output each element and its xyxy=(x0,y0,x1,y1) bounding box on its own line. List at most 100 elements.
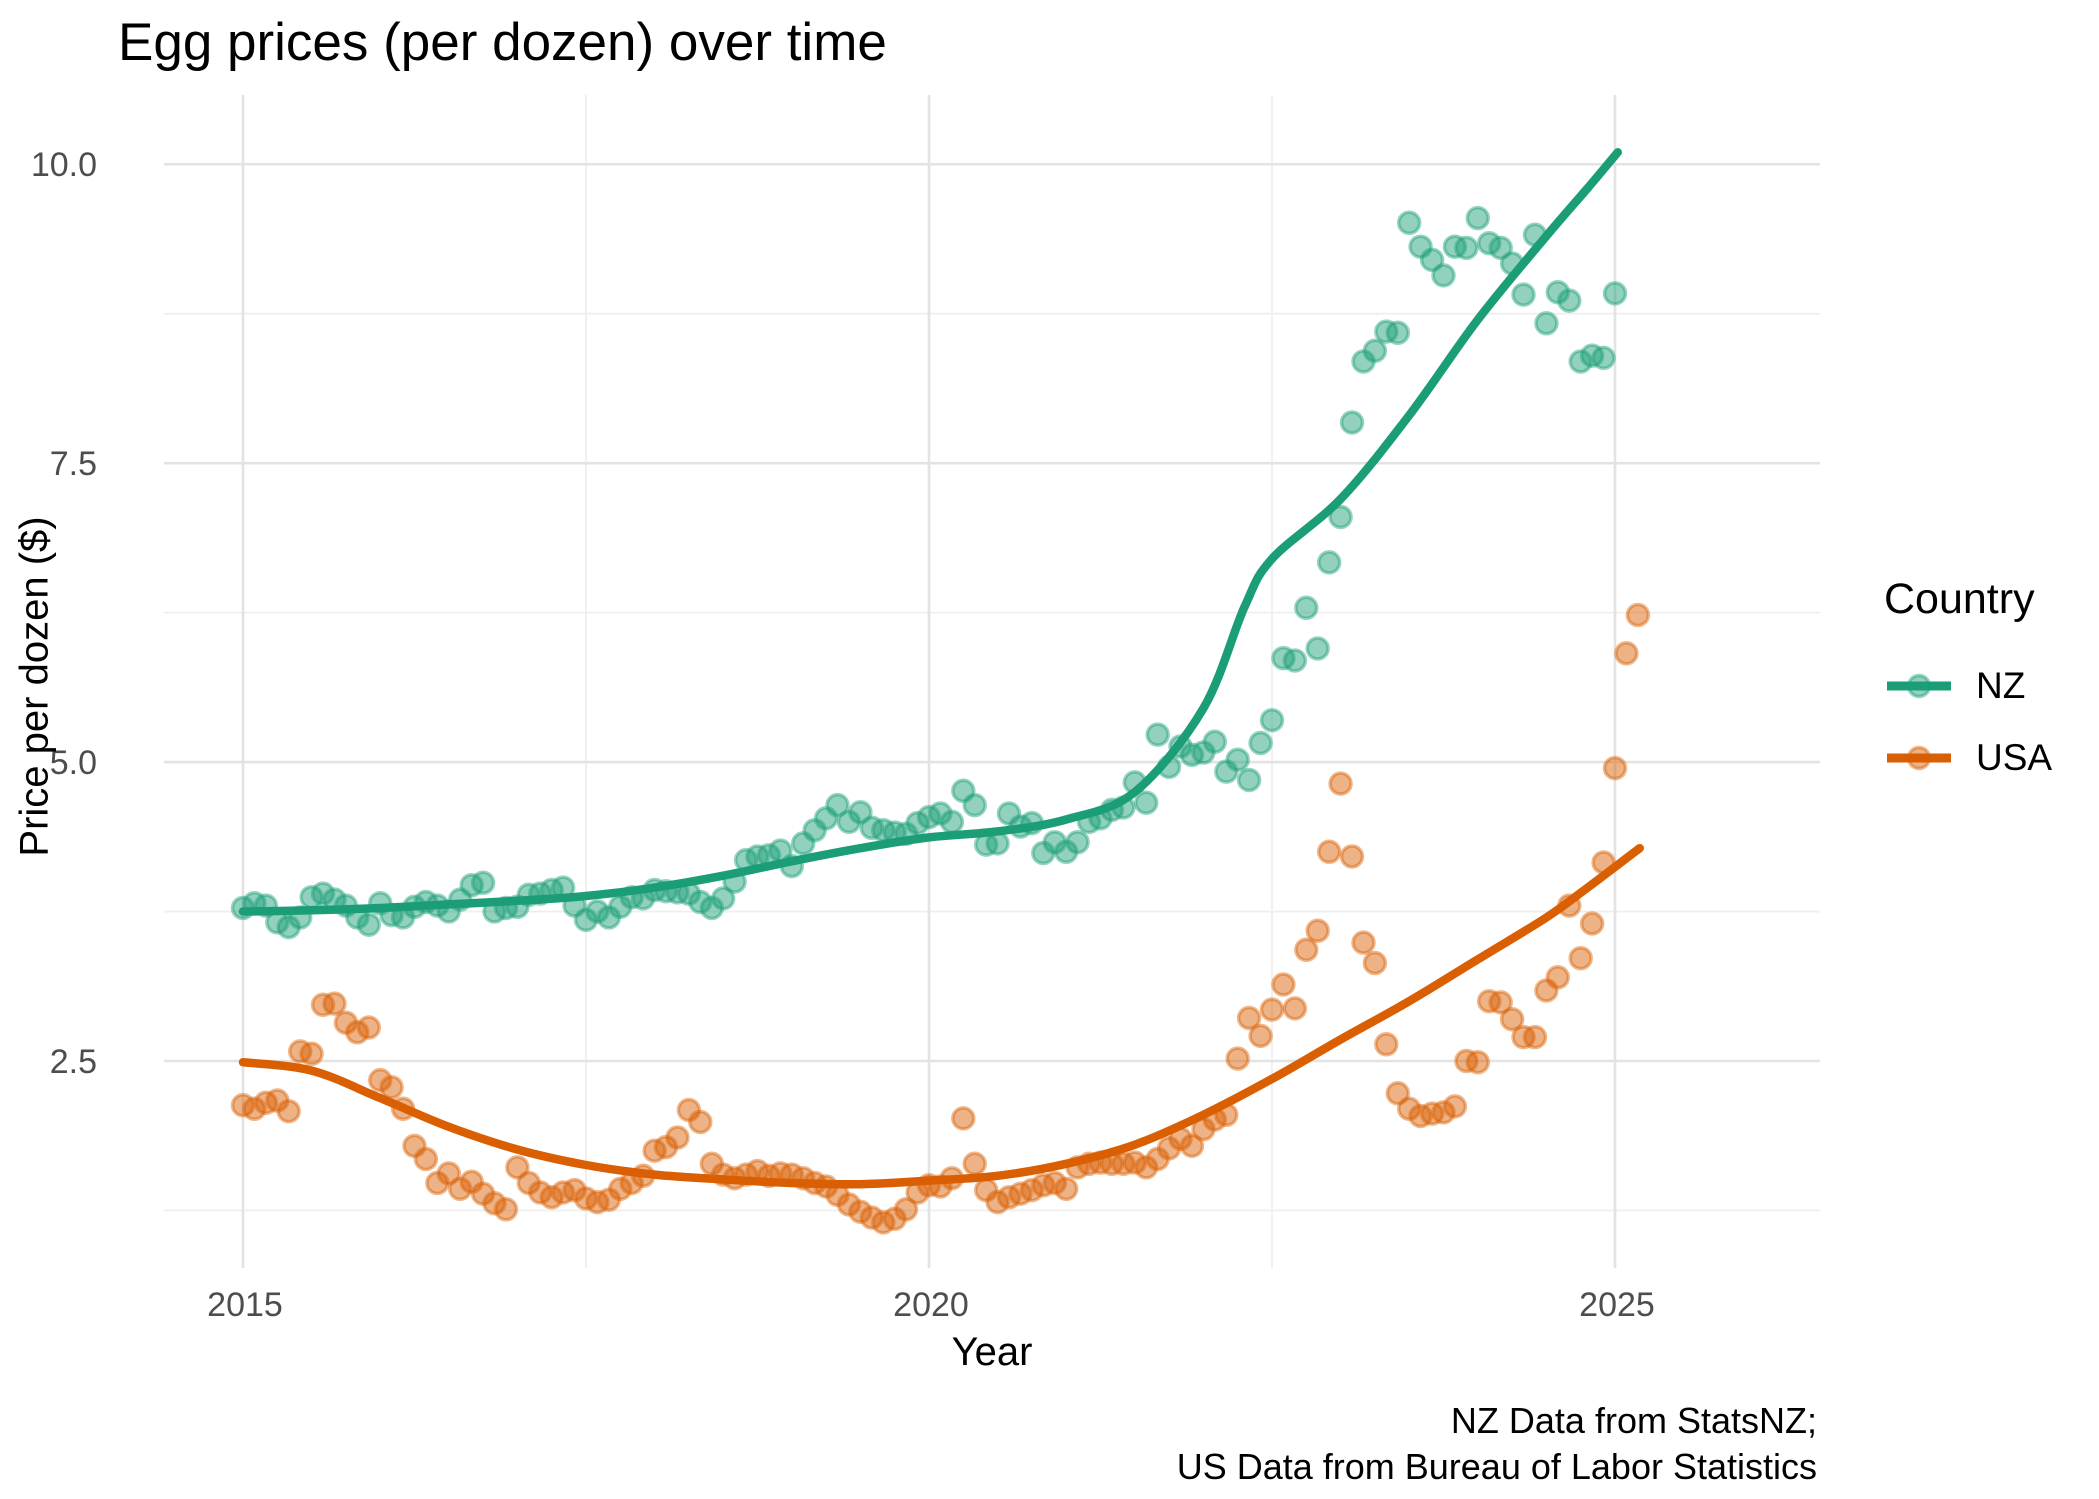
data-point-usa xyxy=(665,1125,690,1150)
data-point-nz xyxy=(813,806,839,831)
data-point-usa xyxy=(459,1169,484,1195)
data-point-nz xyxy=(1145,722,1170,747)
data-point-nz xyxy=(585,899,610,924)
data-point-nz xyxy=(710,886,736,911)
data-point-nz xyxy=(688,889,713,915)
data-point-usa xyxy=(1294,937,1319,963)
data-point-nz xyxy=(1191,740,1216,765)
data-point-usa xyxy=(848,1199,873,1224)
x-tick-label: 2015 xyxy=(207,1286,283,1324)
data-point-nz xyxy=(1442,234,1468,259)
trend-line-nz xyxy=(238,148,1622,916)
data-point-usa xyxy=(425,1170,450,1196)
data-point-usa xyxy=(482,1191,507,1216)
data-point-usa xyxy=(1522,1024,1548,1050)
data-point-nz xyxy=(1545,279,1571,305)
nz-trend-key-icon xyxy=(1887,673,1951,699)
y-axis-title: Price per dozen ($) xyxy=(12,516,57,857)
data-point-usa xyxy=(299,1041,324,1067)
data-point-usa xyxy=(699,1151,725,1177)
data-point-usa xyxy=(1019,1177,1045,1203)
data-point-nz xyxy=(1316,550,1342,575)
data-point-nz xyxy=(1305,636,1330,661)
data-point-usa xyxy=(1351,930,1376,955)
legend-item-usa: USA xyxy=(1884,722,2052,794)
data-point-usa xyxy=(1305,918,1330,943)
data-point-nz xyxy=(1214,759,1239,784)
data-point-usa xyxy=(253,1090,279,1116)
data-point-usa xyxy=(1122,1150,1148,1175)
data-point-nz xyxy=(1328,504,1353,530)
data-point-usa xyxy=(1145,1146,1170,1172)
data-point-nz xyxy=(1396,210,1422,236)
data-point-nz xyxy=(276,914,301,940)
legend-item-nz: NZ xyxy=(1884,650,2052,722)
data-point-usa xyxy=(951,1106,976,1131)
data-point-nz xyxy=(928,801,953,826)
data-point-nz xyxy=(1374,319,1399,344)
data-point-usa xyxy=(653,1134,679,1160)
data-point-usa xyxy=(402,1133,427,1159)
data-point-usa xyxy=(1568,945,1593,971)
data-point-nz xyxy=(356,912,382,937)
data-point-nz xyxy=(802,817,827,843)
data-point-usa xyxy=(836,1192,862,1217)
data-point-usa xyxy=(276,1098,301,1124)
data-point-usa xyxy=(242,1096,267,1122)
data-point-usa xyxy=(996,1185,1022,1210)
data-point-usa xyxy=(1385,1081,1411,1106)
data-point-usa xyxy=(1476,988,1502,1014)
usa-trend-key-icon xyxy=(1887,745,1951,771)
data-point-usa xyxy=(562,1177,587,1203)
data-point-nz xyxy=(1602,281,1628,306)
data-point-usa xyxy=(379,1075,404,1100)
data-point-nz xyxy=(459,872,484,898)
data-point-usa xyxy=(1236,1005,1262,1031)
data-point-usa xyxy=(1545,965,1571,990)
data-point-usa xyxy=(1259,997,1285,1022)
y-tick-label: 10.0 xyxy=(31,146,97,184)
data-point-usa xyxy=(1625,602,1651,628)
y-tick-label: 7.5 xyxy=(50,445,97,483)
data-point-usa xyxy=(265,1088,290,1113)
data-point-usa xyxy=(345,1020,370,1045)
data-point-nz xyxy=(1557,288,1582,313)
data-point-usa xyxy=(1111,1151,1136,1177)
data-point-nz xyxy=(1248,730,1273,756)
data-point-usa xyxy=(871,1210,896,1235)
data-point-usa xyxy=(505,1155,530,1180)
data-point-nz xyxy=(962,792,987,818)
data-point-usa xyxy=(1328,771,1353,796)
data-point-usa xyxy=(1614,641,1639,666)
data-point-usa xyxy=(1282,996,1308,1021)
data-point-usa xyxy=(642,1138,667,1163)
data-point-nz xyxy=(848,800,873,825)
data-point-nz xyxy=(1362,338,1388,364)
data-point-usa xyxy=(676,1097,702,1123)
data-point-usa xyxy=(322,991,347,1016)
data-point-nz xyxy=(836,809,862,835)
data-point-usa xyxy=(1602,755,1628,781)
data-point-nz xyxy=(1282,648,1308,673)
data-point-nz xyxy=(790,831,816,856)
data-point-usa xyxy=(447,1176,473,1202)
data-point-nz xyxy=(996,801,1022,826)
data-point-nz xyxy=(1053,839,1079,865)
data-point-nz xyxy=(1534,311,1559,336)
data-point-nz xyxy=(1031,840,1056,866)
data-point-usa xyxy=(1156,1136,1182,1161)
data-point-usa xyxy=(1454,1048,1479,1074)
legend-label-nz: NZ xyxy=(1976,665,2026,706)
data-point-nz xyxy=(1408,234,1433,259)
trend-line-usa xyxy=(238,843,1644,1189)
data-point-nz xyxy=(1271,645,1296,671)
data-point-nz xyxy=(1351,349,1376,374)
data-point-nz xyxy=(1294,595,1319,621)
data-point-usa xyxy=(1579,911,1605,936)
data-point-usa xyxy=(985,1189,1010,1215)
data-point-nz xyxy=(1225,747,1250,772)
data-point-nz xyxy=(916,804,942,830)
data-point-nz xyxy=(596,905,622,930)
data-point-usa xyxy=(539,1185,564,1210)
